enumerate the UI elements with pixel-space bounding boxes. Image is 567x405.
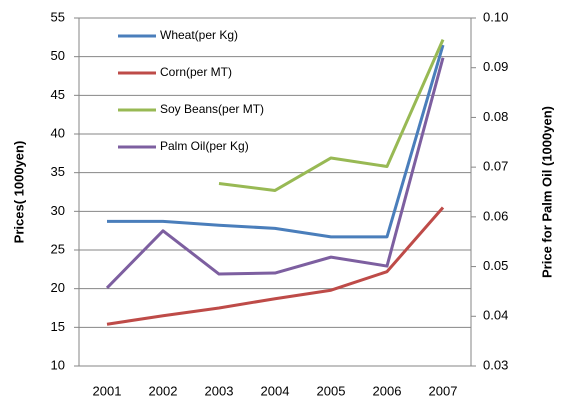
x-tick-label: 2005: [317, 383, 346, 398]
y-tick-label: 50: [51, 48, 65, 63]
x-tick-label: 2006: [373, 383, 402, 398]
x-tick-label: 2003: [205, 383, 234, 398]
series-line: [107, 44, 445, 239]
x-tick-label: 2002: [149, 383, 178, 398]
y-tick-label: 35: [51, 164, 65, 179]
y-tick-label: 55: [51, 9, 65, 24]
y2-tick-label: 0.05: [483, 258, 508, 273]
y2-tick-label: 0.07: [483, 159, 508, 174]
y2-tick-label: 0.03: [483, 357, 508, 372]
legend-label: Corn(per MT): [160, 65, 232, 79]
legend-label: Palm Oil(per Kg): [160, 139, 249, 153]
y-tick-label: 40: [51, 125, 65, 140]
legend-label: Wheat(per Kg): [160, 28, 238, 42]
y-tick-label: 25: [51, 241, 65, 256]
y-tick-label: 30: [51, 203, 65, 218]
y-tick-label: 20: [51, 280, 65, 295]
y-tick-label: 10: [51, 357, 65, 372]
y2-tick-label: 0.04: [483, 308, 508, 323]
y2-tick-label: 0.10: [483, 9, 508, 24]
x-tick-label: 2007: [429, 383, 458, 398]
y-tick-label: 15: [51, 319, 65, 334]
y2-tick-label: 0.06: [483, 208, 508, 223]
x-tick-label: 2001: [93, 383, 122, 398]
y2-tick-label: 0.09: [483, 59, 508, 74]
series-line: [218, 39, 445, 192]
legend-label: Soy Beans(per MT): [160, 102, 264, 116]
series-line: [106, 206, 445, 326]
y-tick-label: 45: [51, 87, 65, 102]
series-line: [105, 57, 445, 289]
y-axis-title: Prices( 1000yen): [11, 141, 26, 244]
y2-tick-label: 0.08: [483, 109, 508, 124]
x-tick-label: 2004: [261, 383, 290, 398]
y2-axis-title: Price for Palm Oil (1000yen): [539, 106, 554, 278]
